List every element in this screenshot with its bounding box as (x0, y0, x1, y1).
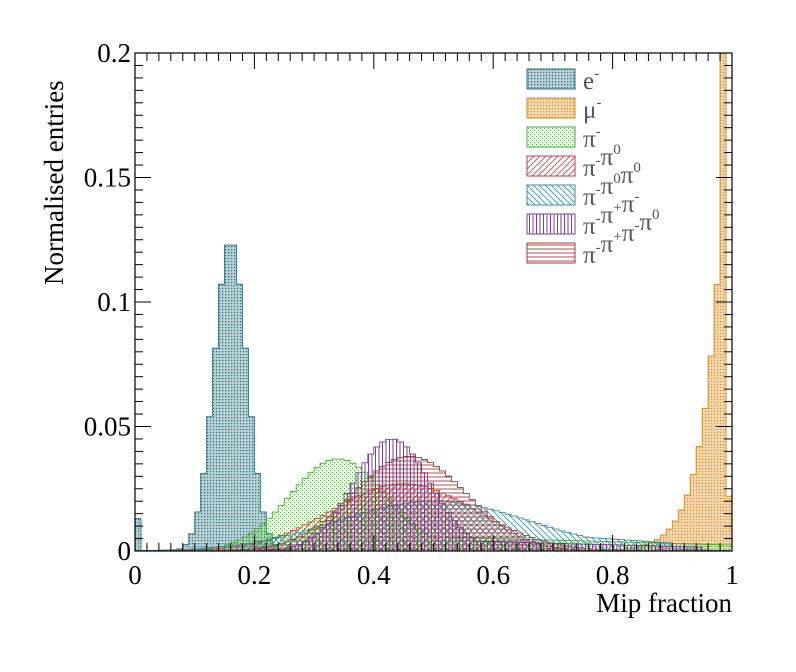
legend-swatch (526, 155, 576, 177)
x-tick-label: 0.4 (357, 560, 391, 590)
y-axis-label: Normalised entries (39, 80, 69, 285)
legend-swatch (526, 68, 576, 90)
legend-item: π-π+π-π0 (526, 207, 659, 269)
legend-item: π- (526, 124, 601, 153)
legend-item: e- (526, 66, 599, 95)
legend-swatch (526, 242, 576, 264)
legend-label: π- (583, 124, 601, 153)
y-tick-label: 0 (118, 536, 132, 566)
legend-label: π-π+π-π0 (583, 207, 659, 269)
legend-label: π-π0 (583, 142, 621, 182)
legend-swatch (526, 213, 576, 235)
y-tick-label: 0.2 (97, 38, 131, 68)
legend-label: e- (583, 66, 599, 95)
histogram-series-layer (135, 53, 732, 551)
legend-item: μ- (526, 95, 601, 124)
x-tick-labels: 0 0.2 0.4 0.6 0.8 1 (128, 560, 739, 590)
x-tick-label: 0.8 (596, 560, 630, 590)
legend-swatch (526, 184, 576, 206)
legend-label: μ- (583, 95, 601, 124)
legend-label: π-π+π- (583, 189, 639, 240)
y-tick-label: 0.1 (97, 287, 131, 317)
legend-swatch (526, 126, 576, 148)
y-tick-label: 0.15 (84, 163, 131, 193)
x-tick-label: 1 (725, 560, 739, 590)
x-tick-label: 0 (128, 560, 142, 590)
axis-ticks (134, 52, 733, 552)
x-tick-label: 0.6 (476, 560, 510, 590)
legend-swatch (526, 97, 576, 119)
legend-item: π-π0π0 (526, 160, 641, 211)
x-axis-label: Mip fraction (596, 588, 732, 618)
legend-item: π-π0 (526, 142, 621, 182)
histogram-series-1 (135, 244, 732, 551)
legend-label: π-π0π0 (583, 160, 641, 211)
legend-item: π-π+π- (526, 189, 639, 240)
x-tick-label: 0.2 (238, 560, 272, 590)
y-tick-labels: 0 0.05 0.1 0.15 0.2 (84, 38, 131, 566)
y-tick-label: 0.05 (84, 412, 131, 442)
